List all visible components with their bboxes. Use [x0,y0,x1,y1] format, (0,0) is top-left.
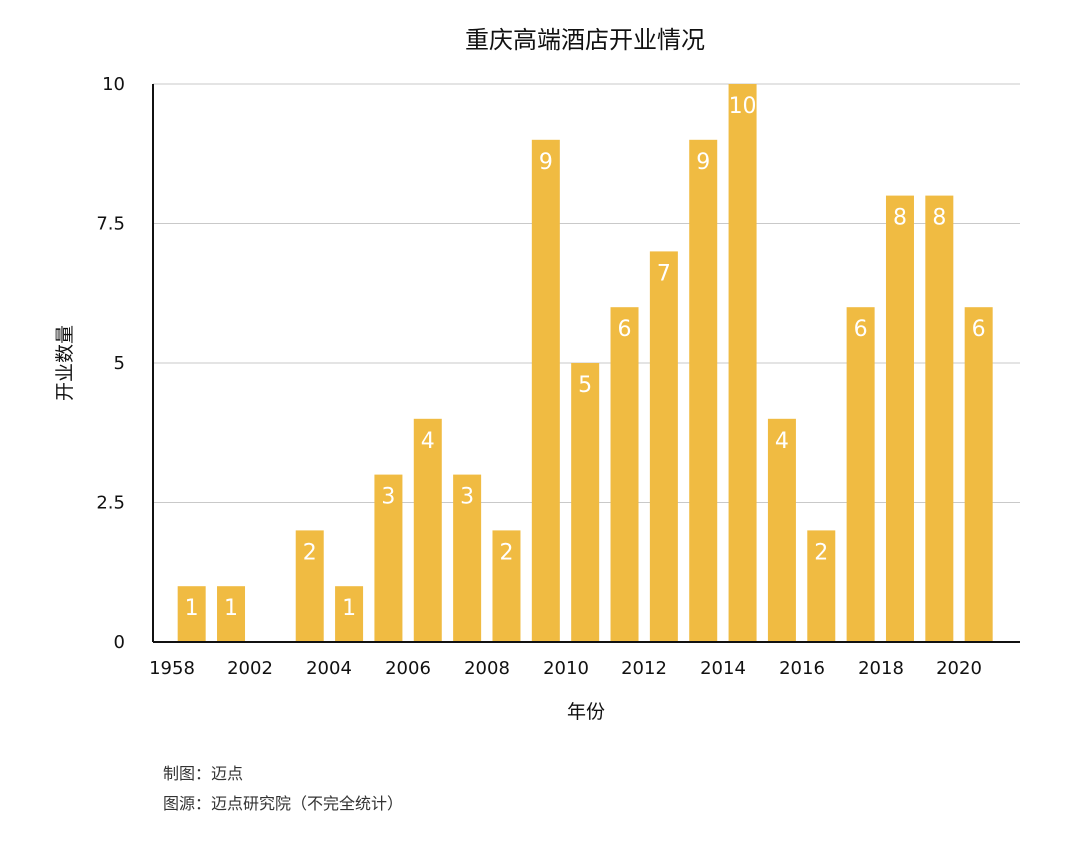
bar-value-label: 2 [303,540,317,565]
bar-value-label: 8 [893,206,907,231]
bar-value-label: 10 [729,94,757,119]
x-axis-title: 年份 [567,701,605,723]
bar [925,195,954,642]
bar [885,195,914,642]
bar-value-label: 6 [618,317,632,342]
bar [767,418,796,642]
x-tick-label: 2020 [936,658,982,679]
bar-value-label: 3 [381,485,395,510]
bar-value-label: 7 [657,261,671,286]
bar [335,586,364,642]
bar-value-label: 1 [185,596,199,621]
bar-value-label: 4 [775,429,789,454]
bar-value-label: 1 [342,596,356,621]
bar [531,139,560,643]
y-axis-title: 开业数量 [54,325,76,401]
bar-value-label: 9 [539,150,553,175]
y-axis-ticks: 0 2.5 5 7.5 10 [96,74,125,653]
bar [453,474,482,642]
x-tick-label: 2006 [385,658,431,679]
bar [217,586,246,642]
bar-value-label: 6 [972,317,986,342]
y-tick-label: 5 [114,353,125,374]
x-tick-label: 2014 [700,658,746,679]
y-tick-label: 2.5 [96,493,125,514]
bar-value-label: 8 [932,206,946,231]
footer-source: 图源：迈点研究院（不完全统计） [163,794,404,813]
x-tick-label: 2010 [543,658,589,679]
bar [571,363,600,642]
bar [807,530,836,642]
x-tick-label: 2012 [621,658,667,679]
bar-value-label: 2 [499,540,513,565]
bar [413,418,442,642]
bar-value-label: 3 [460,485,474,510]
x-tick-label: 1958 [149,658,195,679]
bar [689,139,718,643]
y-tick-label: 0 [114,632,125,653]
bar [964,307,993,642]
chart-title: 重庆高端酒店开业情况 [465,26,705,54]
bar [610,307,639,642]
bar-value-label: 1 [224,596,238,621]
bar-value-label: 6 [854,317,868,342]
bar [728,84,757,642]
bar-value-label: 5 [578,373,592,398]
bar-value-label: 9 [696,150,710,175]
bar [492,530,521,642]
bar-value-label: 4 [421,429,435,454]
x-tick-label: 2004 [306,658,352,679]
x-tick-label: 2016 [779,658,825,679]
y-tick-label: 7.5 [96,214,125,235]
footer-credit: 制图：迈点 [163,764,244,783]
x-axis-ticks: 1958 2002 2004 2006 2008 2010 2012 2014 2016 2018… [149,658,982,679]
bar-value-label: 2 [814,540,828,565]
x-tick-label: 2008 [464,658,510,679]
bar [846,307,875,642]
bar [374,474,403,642]
bar [649,251,678,642]
x-tick-label: 2018 [858,658,904,679]
bar [177,586,206,642]
y-tick-label: 10 [102,74,125,95]
bar [295,530,324,642]
bars [177,84,993,643]
x-tick-label: 2002 [227,658,273,679]
